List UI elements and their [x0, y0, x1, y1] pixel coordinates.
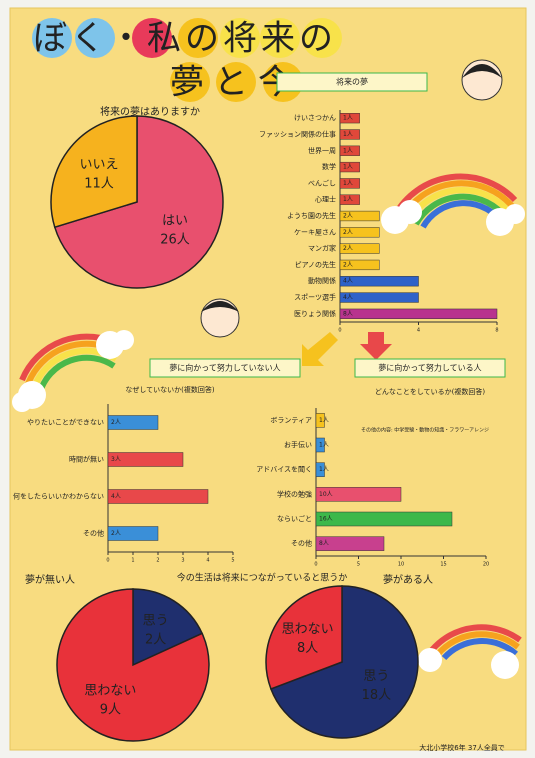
bar: [340, 309, 497, 319]
category-label: けいさつかん: [294, 114, 336, 122]
chart-title: 夢に向かって努力している人: [378, 363, 481, 373]
bar-value-label: 8人: [343, 310, 353, 317]
bar-value-label: 16人: [319, 516, 333, 523]
x-tick-label: 4: [417, 328, 420, 334]
bar-value-label: 2人: [343, 245, 353, 252]
slice-value-label: 2人: [145, 632, 166, 647]
x-tick-label: 4: [206, 558, 209, 564]
bar-value-label: 1人: [343, 147, 353, 154]
bar-value-label: 1人: [319, 466, 329, 473]
bar-value-label: 2人: [111, 419, 121, 426]
bar-value-label: 1人: [343, 131, 353, 138]
bar-value-label: 4人: [343, 294, 353, 301]
category-label: 数学: [322, 162, 336, 171]
category-label: その他: [83, 529, 104, 538]
slice-value-label: 11人: [84, 176, 114, 191]
x-tick-label: 0: [106, 558, 109, 564]
slice-value-label: 18人: [362, 688, 392, 703]
x-tick-label: 0: [314, 562, 317, 568]
category-label: お手伝い: [284, 440, 312, 449]
title: ぼく・私の将来の: [33, 19, 337, 59]
bar-value-label: 1人: [343, 180, 353, 187]
category-label: ファッション関係の仕事: [259, 129, 336, 138]
slice-label: 思う: [143, 613, 169, 628]
slice-label: 思わない: [84, 684, 136, 699]
bar-value-label: 1人: [343, 164, 353, 171]
x-tick-label: 15: [440, 562, 446, 568]
bar-value-label: 10人: [319, 491, 333, 498]
slice-value-label: 8人: [297, 641, 318, 656]
bar-value-label: 2人: [343, 213, 353, 220]
chart-title: 夢がある人: [383, 573, 433, 586]
slice-label: はい: [162, 214, 188, 229]
bar-value-label: 2人: [111, 530, 121, 537]
category-label: 時間が無い: [69, 455, 104, 464]
bar-value-label: 1人: [343, 115, 353, 122]
poster: ぼく・私の将来の 夢と今 大北小学校6年 37人全員で 今の生活は将来につながっ…: [0, 0, 535, 758]
bar-value-label: 2人: [343, 261, 353, 268]
x-tick-label: 10: [398, 562, 404, 568]
x-tick-label: 2: [156, 558, 159, 564]
x-tick-label: 5: [231, 558, 234, 564]
bar-value-label: 1人: [319, 417, 329, 424]
chart-subtitle: なぜしていないか(複数回答): [125, 385, 215, 394]
category-label: 医りょう関係: [294, 309, 336, 318]
x-tick-label: 5: [357, 562, 360, 568]
bar-value-label: 1人: [319, 442, 329, 449]
category-label: 何をしたらいいかわからない: [13, 492, 104, 501]
slice-value-label: 26人: [160, 233, 190, 248]
category-label: ならいごと: [277, 514, 312, 523]
category-label: 動物関係: [308, 276, 336, 285]
bar-value-label: 3人: [111, 456, 121, 463]
question: 今の生活は将来につながっていると思うか: [177, 572, 348, 584]
category-label: スポーツ選手: [294, 293, 336, 302]
chart-subtitle: どんなことをしているか(複数回答): [375, 387, 486, 396]
category-label: マンガ家: [308, 244, 336, 253]
category-label: ピアノの先生: [295, 260, 336, 269]
category-label: べんごし: [308, 178, 336, 187]
slice-label: いいえ: [79, 157, 118, 172]
category-label: ボランティア: [270, 416, 312, 424]
slice-value-label: 9人: [100, 703, 121, 718]
annotation: その他の内容: 中学受験・動物の知識・フラワーアレンジ: [361, 427, 489, 434]
footer: 大北小学校6年 37人全員で: [419, 743, 505, 752]
category-label: 世界一周: [308, 146, 336, 155]
bar-value-label: 2人: [343, 229, 353, 236]
x-tick-label: 20: [483, 562, 489, 568]
category-label: アドバイスを聞く: [256, 466, 312, 474]
bar-value-label: 1人: [343, 196, 353, 203]
x-tick-label: 1: [131, 558, 134, 564]
category-label: ケーキ屋さん: [294, 228, 336, 236]
x-tick-label: 3: [181, 558, 184, 564]
bar-value-label: 8人: [319, 540, 329, 547]
chart-title: 将来の夢はありますか: [100, 105, 200, 118]
category-label: その他: [291, 539, 312, 548]
bar-value-label: 4人: [111, 493, 121, 500]
chart-title: 夢が無い人: [25, 573, 75, 586]
x-tick-label: 8: [495, 328, 498, 334]
slice-label: 思わない: [282, 622, 334, 637]
chart-title: 夢に向かって努力していない人: [169, 363, 280, 373]
category-label: ようち園の先生: [287, 211, 336, 220]
bar: [108, 490, 208, 504]
bar-value-label: 4人: [343, 278, 353, 285]
category-label: やりたいことができない: [27, 418, 104, 427]
category-label: 学校の勉強: [277, 489, 312, 498]
bar: [316, 512, 452, 526]
category-label: 心理士: [315, 195, 336, 204]
x-tick-label: 0: [338, 328, 341, 334]
slice-label: 思う: [363, 669, 389, 684]
chart-title: 将来の夢: [336, 77, 368, 87]
